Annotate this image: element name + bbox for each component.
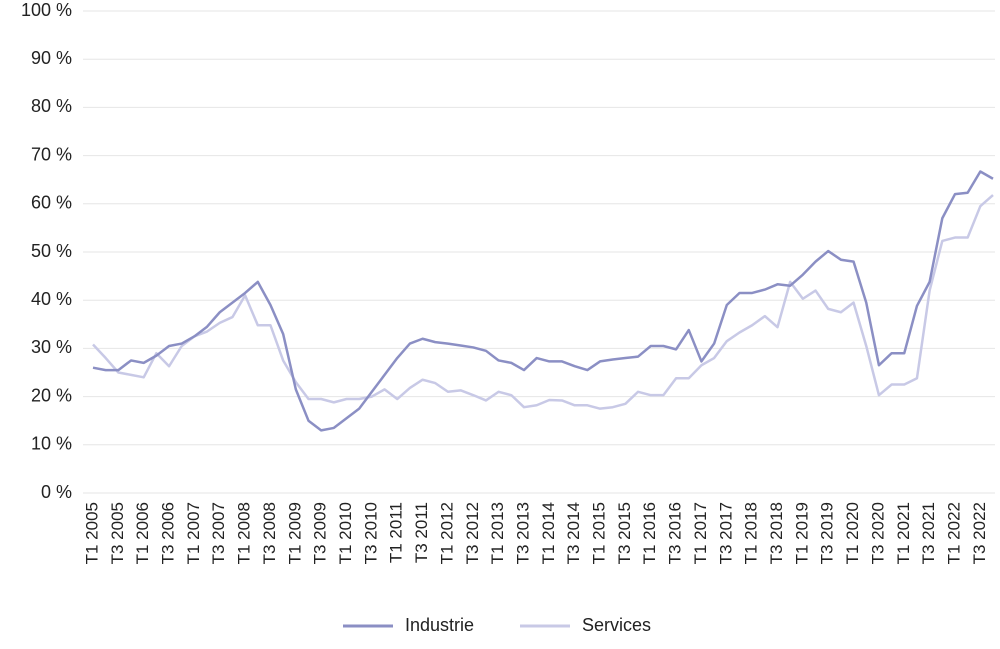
x-tick-label: T3 2005: [108, 502, 127, 564]
series-line: [92, 194, 994, 410]
x-tick-label: T1 2009: [285, 502, 304, 564]
x-tick-label: T3 2013: [513, 502, 532, 564]
series-line: [92, 170, 994, 432]
x-tick-label: T3 2016: [666, 502, 685, 564]
x-tick-label: T1 2006: [133, 502, 152, 564]
x-tick-label: T1 2013: [488, 502, 507, 564]
y-tick-label: 0 %: [41, 482, 72, 502]
x-tick-label: T3 2014: [564, 502, 583, 564]
y-tick-label: 60 %: [31, 193, 72, 213]
x-tick-label: T1 2012: [437, 502, 456, 564]
x-tick-label: T1 2022: [944, 502, 963, 564]
x-tick-label: T3 2015: [615, 502, 634, 564]
x-tick-label: T3 2009: [311, 502, 330, 564]
x-tick-label: T1 2020: [843, 502, 862, 564]
x-tick-label: T3 2010: [361, 502, 380, 564]
x-tick-label: T1 2007: [184, 502, 203, 564]
y-tick-label: 90 %: [31, 48, 72, 68]
legend-label: Industrie: [405, 615, 474, 635]
legend-label: Services: [582, 615, 651, 635]
y-tick-label: 20 %: [31, 385, 72, 405]
x-tick-label: T1 2016: [640, 502, 659, 564]
y-tick-label: 10 %: [31, 434, 72, 454]
x-tick-label: T3 2011: [412, 502, 431, 563]
y-tick-label: 40 %: [31, 289, 72, 309]
x-tick-label: T1 2021: [894, 502, 913, 564]
x-tick-label: T3 2020: [868, 502, 887, 564]
y-tick-label: 80 %: [31, 96, 72, 116]
x-tick-label: T1 2011: [387, 502, 406, 563]
x-tick-label: T1 2008: [235, 502, 254, 564]
x-tick-label: T3 2006: [159, 502, 178, 564]
y-tick-label: 70 %: [31, 144, 72, 164]
x-tick-label: T1 2010: [336, 502, 355, 564]
x-tick-label: T3 2018: [767, 502, 786, 564]
x-tick-label: T1 2014: [539, 502, 558, 564]
x-tick-label: T3 2017: [716, 502, 735, 564]
y-tick-label: 50 %: [31, 241, 72, 261]
x-tick-label: T3 2007: [209, 502, 228, 564]
x-tick-label: T1 2015: [590, 502, 609, 564]
x-tick-label: T3 2021: [919, 502, 938, 564]
y-tick-label: 100 %: [21, 0, 72, 20]
x-tick-label: T1 2018: [742, 502, 761, 564]
x-tick-label: T3 2008: [260, 502, 279, 564]
x-tick-label: T3 2012: [463, 502, 482, 564]
x-tick-label: T3 2019: [818, 502, 837, 564]
y-tick-label: 30 %: [31, 337, 72, 357]
x-tick-label: T1 2019: [792, 502, 811, 564]
x-tick-label: T3 2022: [970, 502, 989, 564]
x-tick-label: T1 2017: [691, 502, 710, 564]
x-tick-label: T1 2005: [82, 502, 101, 564]
